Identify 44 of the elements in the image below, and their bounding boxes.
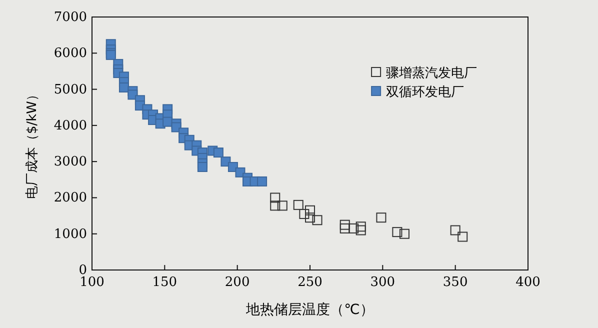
legend-label: 双循环发电厂 (386, 85, 464, 100)
y-tick-label: 4000 (54, 118, 87, 134)
legend-label: 骤增蒸汽发电厂 (386, 66, 478, 81)
x-tick-label: 350 (442, 275, 468, 290)
y-tick-label: 6000 (54, 46, 87, 62)
point (213, 148, 224, 158)
x-tick-label: 200 (224, 275, 250, 290)
point (220, 156, 231, 167)
point (128, 90, 138, 100)
point (348, 223, 359, 234)
point (458, 232, 468, 242)
x-tick-label: 300 (370, 275, 396, 290)
point (277, 200, 288, 211)
point (293, 200, 304, 210)
point (270, 192, 280, 203)
point (399, 228, 410, 239)
x-tick-label: 250 (298, 275, 322, 290)
point (376, 212, 386, 223)
y-tick-label: 5000 (54, 82, 87, 98)
y-tick-label: 1000 (54, 226, 87, 242)
point (356, 225, 366, 236)
point (340, 223, 350, 234)
y-tick-label: 3000 (54, 154, 87, 170)
point (340, 220, 350, 230)
point (197, 162, 208, 172)
point (305, 212, 315, 223)
point (392, 227, 402, 238)
point (312, 215, 322, 226)
point (118, 82, 129, 92)
point (162, 116, 173, 127)
y-tick-label: 2000 (54, 190, 87, 206)
x-tick-label: 150 (152, 275, 178, 290)
y-tick-label: 7000 (54, 10, 87, 25)
x-tick-label: 400 (516, 275, 540, 290)
point (299, 208, 310, 219)
point (356, 222, 366, 232)
x-tick-label: 100 (80, 275, 104, 290)
point (450, 225, 460, 236)
point (235, 167, 246, 178)
point (257, 176, 268, 186)
point (270, 200, 280, 211)
y-axis-title: 电厂成本（$/kW） (25, 88, 40, 200)
point (305, 205, 315, 216)
x-axis-title: 地热储层温度（℃） (245, 302, 374, 318)
